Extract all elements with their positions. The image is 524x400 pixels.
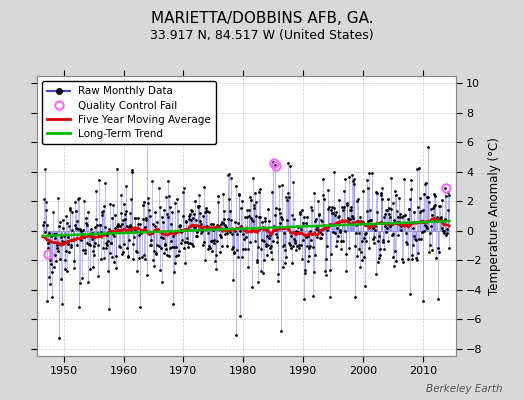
Text: MARIETTA/DOBBINS AFB, GA.: MARIETTA/DOBBINS AFB, GA.	[151, 11, 373, 26]
Text: Berkeley Earth: Berkeley Earth	[427, 384, 503, 394]
Text: 33.917 N, 84.517 W (United States): 33.917 N, 84.517 W (United States)	[150, 29, 374, 42]
Legend: Raw Monthly Data, Quality Control Fail, Five Year Moving Average, Long-Term Tren: Raw Monthly Data, Quality Control Fail, …	[42, 81, 216, 144]
Y-axis label: Temperature Anomaly (°C): Temperature Anomaly (°C)	[488, 137, 501, 295]
